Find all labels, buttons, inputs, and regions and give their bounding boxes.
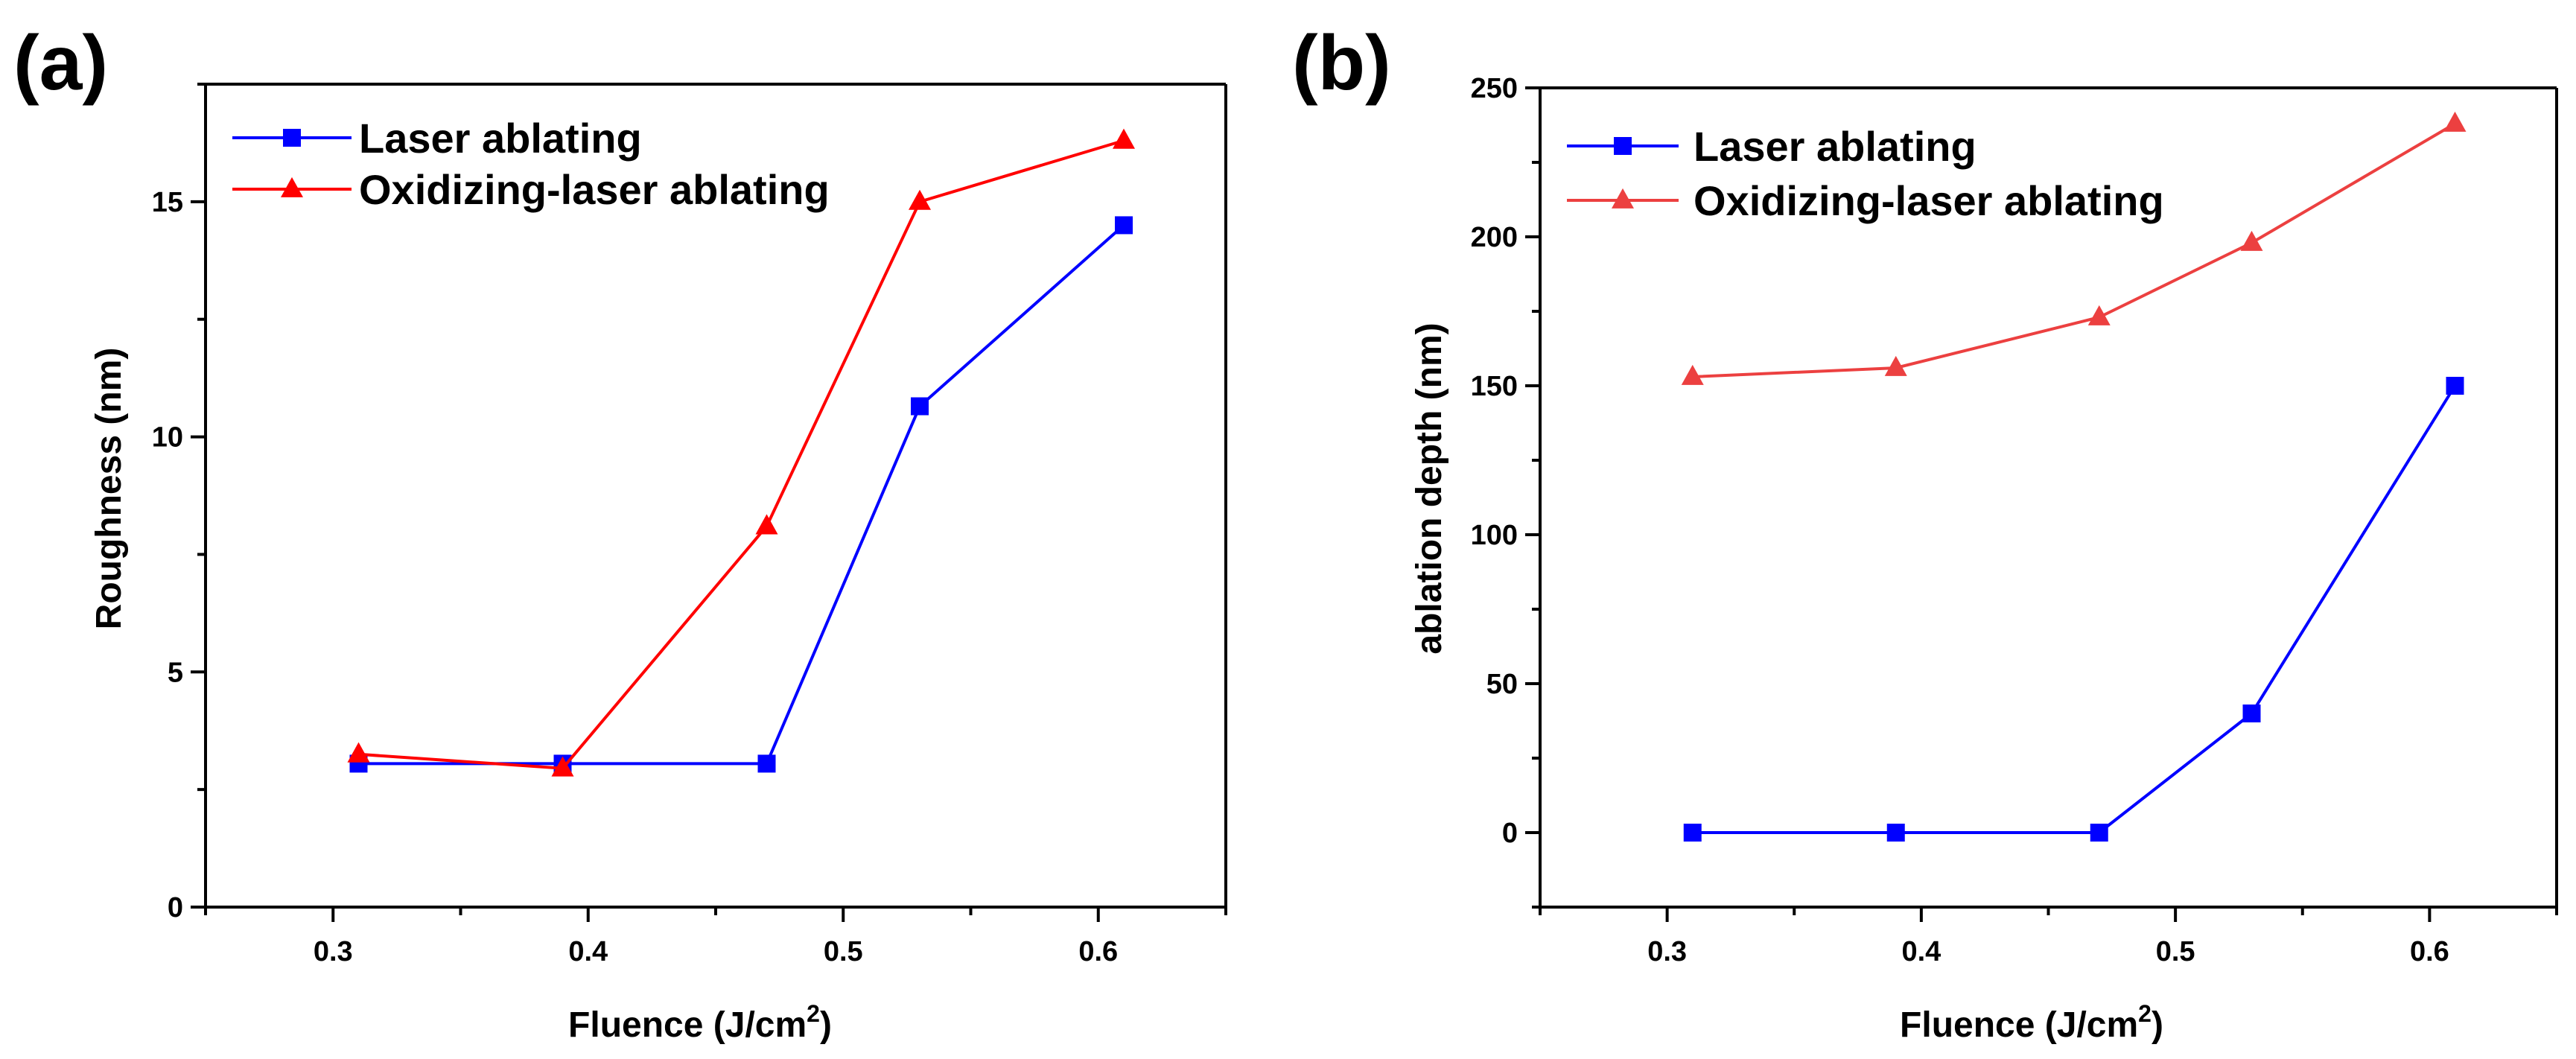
panel-label-b: (b)	[1292, 20, 1391, 106]
x-tick-label-a: 0.3	[314, 936, 353, 967]
data-point-triangle-b	[2087, 305, 2111, 325]
y-tick-label-b: 250	[1471, 73, 1518, 104]
data-point-triangle-b	[1681, 364, 1704, 385]
series-line-laser-ablating-a	[358, 223, 1125, 766]
data-point-triangle-a	[755, 514, 778, 535]
data-point-square-b	[1683, 824, 1702, 842]
data-point-square-b	[2242, 705, 2261, 722]
panel-b-chart: (b) ablation depth (nm) Fluence (J/cm2) …	[1292, 20, 2558, 1045]
legend-marker-a	[283, 129, 301, 147]
data-point-square-a	[757, 754, 776, 773]
panel-label-a: (a)	[13, 20, 108, 106]
x-axis-title-main-b: Fluence (J/cm	[1900, 1005, 2138, 1045]
data-point-triangle-a	[347, 742, 370, 763]
y-tick-label-a: 5	[168, 657, 183, 688]
x-axis-title-sup-b: 2	[2138, 1000, 2152, 1027]
y-tick-label-b: 200	[1471, 222, 1518, 253]
y-tick-label-b: 150	[1471, 371, 1518, 402]
y-axis-title-a: Roughness (nm)	[89, 348, 129, 630]
data-point-square-b	[1886, 824, 1905, 842]
panel-a-chart: (a) Roughness (nm) Fluence (J/cm2) 0.3 0.…	[13, 20, 1227, 1045]
y-tick-label-b: 50	[1486, 669, 1518, 700]
x-tick-label-b: 0.6	[2410, 936, 2449, 967]
y-axis-title-b: ablation depth (nm)	[1410, 322, 1449, 654]
x-tick-label-a: 0.5	[824, 936, 863, 967]
data-point-triangle-a	[909, 189, 931, 210]
x-axis-title-a: Fluence (J/cm2)	[568, 1000, 832, 1045]
series-line-laser-ablating-b	[1692, 384, 2457, 834]
x-tick-label-b: 0.4	[1901, 936, 1941, 967]
legend-label-b: Laser ablating	[1694, 123, 1976, 170]
data-point-square-a	[1115, 216, 1133, 235]
x-axis-title-end-b: )	[2152, 1005, 2163, 1045]
data-point-triangle-b	[2443, 111, 2467, 132]
legend-label-b: Oxidizing-laser ablating	[1694, 177, 2164, 224]
legend-label-a: Oxidizing-laser ablating	[359, 166, 830, 213]
y-tick-label-a: 15	[152, 187, 183, 218]
y-tick-label-a: 0	[168, 892, 183, 923]
plot-area-a: 0.3 0.4 0.5 0.6 0 5 10 15 Laser ablatingOxidizin…	[152, 83, 1227, 967]
series-line-oxidizing-laser-ablating-a	[358, 139, 1125, 770]
y-tick-label-b: 100	[1471, 520, 1518, 551]
x-axis-title-b: Fluence (J/cm2)	[1900, 1000, 2163, 1045]
legend-marker-b	[1614, 137, 1632, 155]
x-tick-label-a: 0.6	[1078, 936, 1118, 967]
plot-area-b: 0.3 0.4 0.5 0.6 0 50 100 150 200 250 Laser ablatin…	[1471, 73, 2558, 967]
data-point-triangle-a	[1113, 128, 1135, 149]
data-point-triangle-b	[1884, 355, 1907, 376]
y-tick-label-a: 10	[152, 422, 183, 454]
data-point-square-a	[911, 397, 929, 416]
data-point-triangle-a	[551, 756, 574, 777]
x-axis-title-main-a: Fluence (J/cm	[568, 1005, 807, 1045]
x-tick-label-b: 0.3	[1647, 936, 1687, 967]
x-tick-label-b: 0.5	[2156, 936, 2195, 967]
legend-marker-a	[281, 176, 303, 197]
data-point-square-b	[2090, 824, 2108, 842]
data-point-square-b	[2446, 377, 2464, 395]
x-axis-title-end-a: )	[820, 1005, 832, 1045]
legend-marker-b	[1612, 188, 1634, 209]
legend-label-a: Laser ablating	[359, 115, 642, 162]
y-tick-label-b: 0	[1502, 818, 1518, 849]
data-point-triangle-b	[2240, 230, 2263, 251]
x-axis-title-sup-a: 2	[807, 1000, 820, 1027]
x-tick-label-a: 0.4	[568, 936, 608, 967]
